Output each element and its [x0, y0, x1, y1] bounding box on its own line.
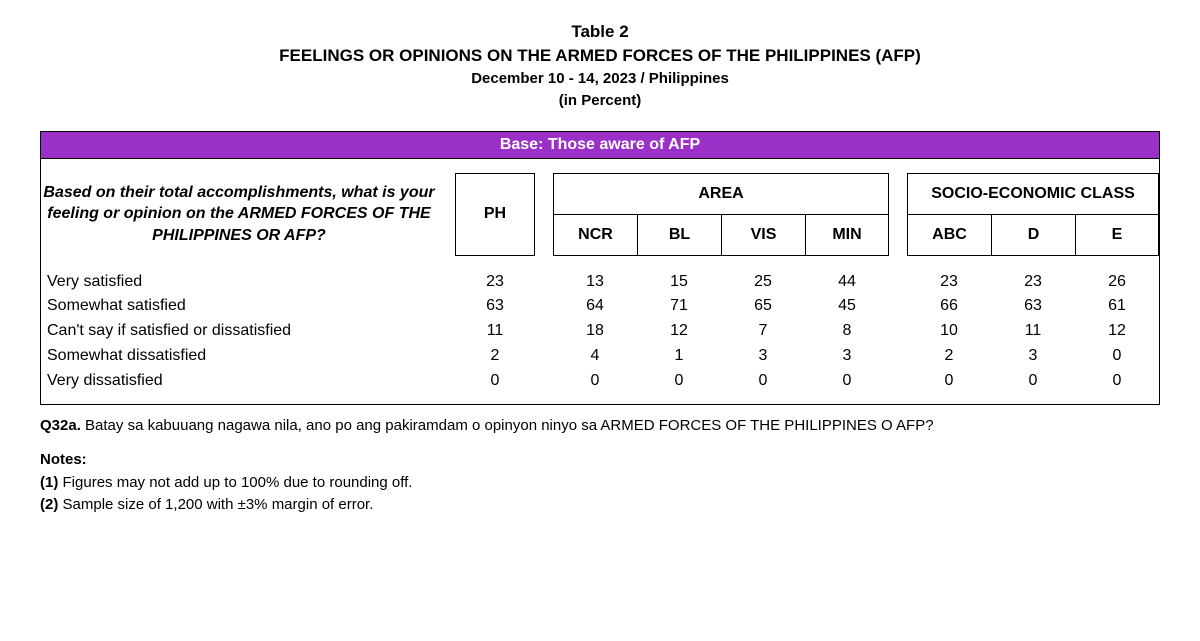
- cell: 23: [907, 270, 991, 295]
- table-unit: (in Percent): [40, 90, 1160, 113]
- cell: 66: [907, 294, 991, 319]
- note-ref: (1): [40, 474, 58, 491]
- cell: 8: [805, 319, 889, 344]
- table-row: Can't say if satisfied or dissatisfied 1…: [41, 319, 1159, 344]
- question-cell: Based on their total accomplishments, wh…: [41, 173, 437, 256]
- cell: 61: [1075, 294, 1159, 319]
- cell: 2: [907, 344, 991, 369]
- cell: 0: [1075, 369, 1159, 394]
- col-ncr: NCR: [553, 215, 637, 256]
- col-group-area: AREA: [553, 173, 889, 215]
- cell: 71: [637, 294, 721, 319]
- table-title: FEELINGS OR OPINIONS ON THE ARMED FORCES…: [40, 44, 1160, 68]
- col-min: MIN: [805, 215, 889, 256]
- col-abc: ABC: [907, 215, 991, 256]
- cell: 7: [721, 319, 805, 344]
- note-text: Figures may not add up to 100% due to ro…: [63, 474, 413, 491]
- cell: 26: [1075, 270, 1159, 295]
- q-ref: Q32a.: [40, 417, 81, 434]
- notes-label: Notes:: [40, 449, 1160, 472]
- row-label: Very satisfied: [41, 270, 437, 295]
- row-label: Somewhat dissatisfied: [41, 344, 437, 369]
- cell: 10: [907, 319, 991, 344]
- note-ref: (2): [40, 496, 58, 513]
- data-table: Based on their total accomplishments, wh…: [41, 159, 1159, 404]
- note-1: (1) Figures may not add up to 100% due t…: [40, 472, 1160, 495]
- cell: 11: [991, 319, 1075, 344]
- row-label: Somewhat satisfied: [41, 294, 437, 319]
- cell: 65: [721, 294, 805, 319]
- cell: 15: [637, 270, 721, 295]
- cell: 11: [455, 319, 535, 344]
- cell: 1: [637, 344, 721, 369]
- base-bar: Base: Those aware of AFP: [41, 132, 1159, 159]
- table-date: December 10 - 14, 2023 / Philippines: [40, 68, 1160, 91]
- table-row: Very satisfied 23 13 15 25 44 23 23 26: [41, 270, 1159, 295]
- cell: 25: [721, 270, 805, 295]
- cell: 2: [455, 344, 535, 369]
- cell: 63: [455, 294, 535, 319]
- cell: 0: [637, 369, 721, 394]
- col-d: D: [991, 215, 1075, 256]
- col-group-sec: SOCIO-ECONOMIC CLASS: [907, 173, 1159, 215]
- table-row: Somewhat dissatisfied 2 4 1 3 3 2 3 0: [41, 344, 1159, 369]
- cell: 12: [1075, 319, 1159, 344]
- cell: 0: [721, 369, 805, 394]
- cell: 44: [805, 270, 889, 295]
- table-number: Table 2: [40, 20, 1160, 44]
- title-block: Table 2 FEELINGS OR OPINIONS ON THE ARME…: [40, 20, 1160, 113]
- col-bl: BL: [637, 215, 721, 256]
- q-text: Batay sa kabuuang nagawa nila, ano po an…: [85, 417, 934, 434]
- cell: 23: [991, 270, 1075, 295]
- col-ph: PH: [455, 173, 535, 256]
- table-container: Base: Those aware of AFP Based on their …: [40, 131, 1160, 405]
- cell: 3: [805, 344, 889, 369]
- footnotes: Q32a. Batay sa kabuuang nagawa nila, ano…: [40, 415, 1160, 517]
- cell: 0: [805, 369, 889, 394]
- cell: 3: [721, 344, 805, 369]
- cell: 63: [991, 294, 1075, 319]
- cell: 45: [805, 294, 889, 319]
- cell: 0: [1075, 344, 1159, 369]
- table-row: Very dissatisfied 0 0 0 0 0 0 0 0: [41, 369, 1159, 394]
- cell: 0: [907, 369, 991, 394]
- col-vis: VIS: [721, 215, 805, 256]
- cell: 0: [553, 369, 637, 394]
- cell: 0: [991, 369, 1075, 394]
- note-2: (2) Sample size of 1,200 with ±3% margin…: [40, 494, 1160, 517]
- table-row: Somewhat satisfied 63 64 71 65 45 66 63 …: [41, 294, 1159, 319]
- cell: 64: [553, 294, 637, 319]
- col-e: E: [1075, 215, 1159, 256]
- row-label: Can't say if satisfied or dissatisfied: [41, 319, 437, 344]
- row-label: Very dissatisfied: [41, 369, 437, 394]
- cell: 4: [553, 344, 637, 369]
- page: Table 2 FEELINGS OR OPINIONS ON THE ARME…: [0, 0, 1200, 641]
- cell: 18: [553, 319, 637, 344]
- cell: 12: [637, 319, 721, 344]
- cell: 23: [455, 270, 535, 295]
- cell: 13: [553, 270, 637, 295]
- cell: 3: [991, 344, 1075, 369]
- cell: 0: [455, 369, 535, 394]
- note-text: Sample size of 1,200 with ±3% margin of …: [63, 496, 374, 513]
- question-tagalog: Q32a. Batay sa kabuuang nagawa nila, ano…: [40, 415, 1160, 438]
